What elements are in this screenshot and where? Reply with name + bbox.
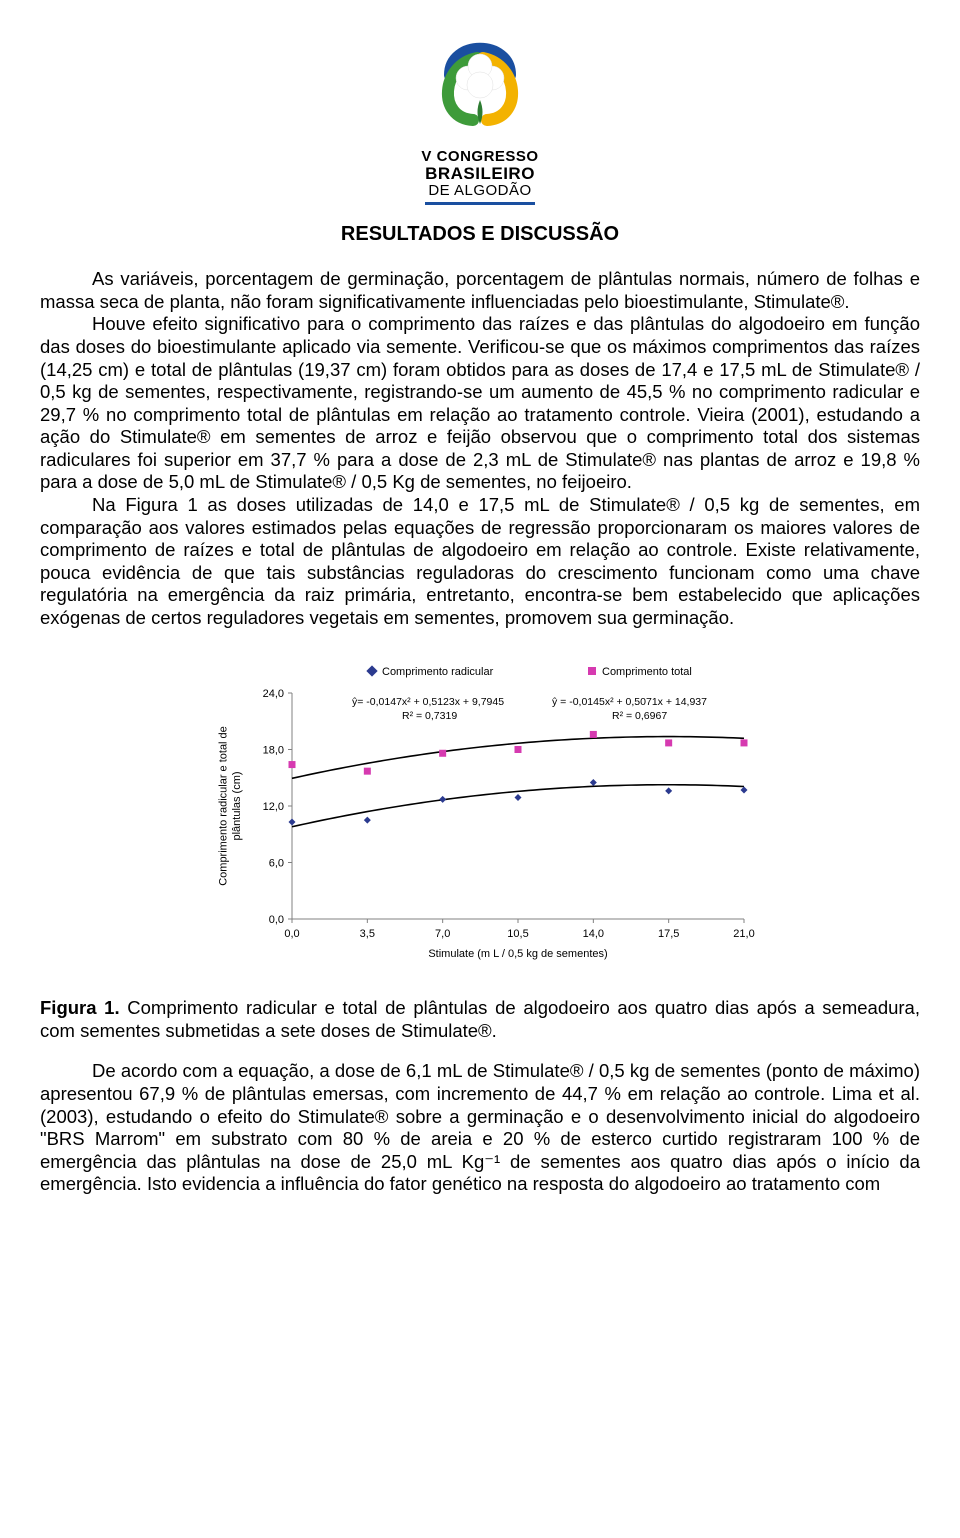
svg-text:Comprimento radicular e total: Comprimento radicular e total deplântula…: [218, 727, 243, 887]
paragraph-1: As variáveis, porcentagem de germinação,…: [40, 268, 920, 313]
svg-text:12,0: 12,0: [263, 801, 284, 813]
svg-text:0,0: 0,0: [269, 914, 284, 926]
svg-text:Comprimento radicular: Comprimento radicular: [382, 666, 494, 678]
paragraph-4: De acordo com a equação, a dose de 6,1 m…: [40, 1060, 920, 1195]
svg-text:7,0: 7,0: [435, 928, 450, 940]
svg-text:18,0: 18,0: [263, 745, 284, 757]
logo-line3: DE ALGODÃO: [40, 183, 920, 199]
svg-text:ŷ = -0,0145x² + 0,5071x + 14,9: ŷ = -0,0145x² + 0,5071x + 14,937: [552, 696, 707, 708]
svg-text:6,0: 6,0: [269, 858, 284, 870]
svg-text:10,5: 10,5: [507, 928, 528, 940]
svg-text:14,0: 14,0: [583, 928, 604, 940]
paragraph-1-text: As variáveis, porcentagem de germinação,…: [40, 268, 920, 312]
logo-line2: BRASILEIRO: [40, 165, 920, 183]
svg-text:3,5: 3,5: [360, 928, 375, 940]
svg-text:R² = 0,7319: R² = 0,7319: [402, 710, 457, 722]
svg-text:R² = 0,6967: R² = 0,6967: [612, 710, 667, 722]
svg-text:17,5: 17,5: [658, 928, 679, 940]
logo: V CONGRESSO BRASILEIRO DE ALGODÃO: [40, 20, 920, 205]
svg-text:21,0: 21,0: [733, 928, 754, 940]
section-title: RESULTADOS E DISCUSSÃO: [40, 223, 920, 246]
svg-text:24,0: 24,0: [263, 688, 284, 700]
chart: Comprimento radicular Comprimento total 0,…: [200, 659, 760, 979]
svg-text:Comprimento total: Comprimento total: [602, 666, 692, 678]
figure-1-caption: Figura 1. Comprimento radicular e total …: [40, 997, 920, 1042]
svg-text:ŷ= -0,0147x² + 0,5123x + 9,794: ŷ= -0,0147x² + 0,5123x + 9,7945: [352, 696, 504, 708]
page: V CONGRESSO BRASILEIRO DE ALGODÃO RESULT…: [0, 0, 960, 1236]
svg-text:0,0: 0,0: [284, 928, 299, 940]
logo-mark-icon: [405, 20, 555, 140]
caption-label: Figura 1.: [40, 997, 120, 1018]
logo-rule: [425, 202, 535, 205]
svg-text:Stimulate (m L / 0,5 kg de sem: Stimulate (m L / 0,5 kg de sementes): [428, 948, 607, 960]
paragraph-2: Houve efeito significativo para o compri…: [40, 313, 920, 494]
caption-text: Comprimento radicular e total de plântul…: [40, 997, 920, 1041]
logo-line1: V CONGRESSO: [40, 149, 920, 165]
paragraph-3: Na Figura 1 as doses utilizadas de 14,0 …: [40, 494, 920, 629]
logo-text: V CONGRESSO BRASILEIRO DE ALGODÃO: [40, 149, 920, 205]
figure-1: Comprimento radicular Comprimento total 0,…: [40, 659, 920, 979]
